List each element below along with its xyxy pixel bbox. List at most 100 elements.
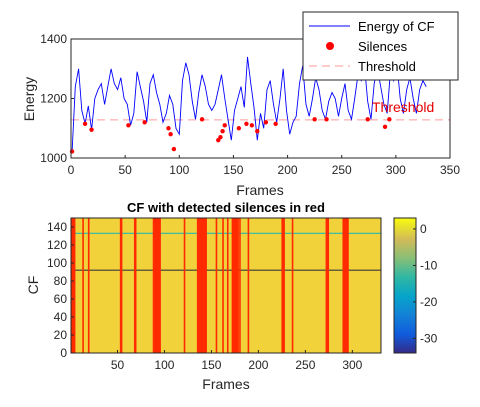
silence-band: [237, 218, 239, 353]
silence-point: [382, 124, 388, 129]
silence-point: [126, 123, 131, 128]
silence-point: [168, 132, 173, 137]
silence-point: [220, 129, 225, 134]
silence-band: [291, 218, 294, 353]
silence-band: [345, 218, 347, 353]
silence-point: [263, 120, 269, 125]
x-tick-label: 150: [223, 163, 243, 177]
silence-band: [283, 218, 285, 353]
silence-point: [89, 127, 94, 132]
colorbar-gradient: [393, 217, 417, 354]
silence-point: [166, 126, 171, 131]
silence-band: [282, 218, 284, 353]
silence-band: [120, 218, 123, 353]
y-tick-label: 1400: [40, 32, 67, 46]
silence-band: [152, 218, 155, 353]
legend-label-silences: Silences: [358, 39, 408, 54]
silence-band: [155, 218, 158, 353]
heatmap-frame: [70, 217, 382, 354]
silence-band: [239, 218, 241, 353]
silence-band: [327, 218, 330, 353]
silence-point: [365, 117, 370, 122]
silence-point: [82, 121, 88, 126]
silence-band: [202, 218, 205, 353]
energy-legend: Energy of CF Silences Threshold: [302, 11, 459, 81]
silence-band: [73, 218, 76, 353]
silence-band: [201, 218, 204, 353]
silence-band: [134, 218, 137, 353]
silence-band: [235, 218, 237, 353]
silence-band: [247, 218, 250, 353]
legend-label-energy: Energy of CF: [358, 19, 435, 34]
silence-band: [72, 218, 75, 353]
x-tick-label: 200: [278, 163, 298, 177]
silence-band: [133, 218, 136, 353]
silence-band: [232, 218, 235, 353]
x-tick-label: 150: [201, 358, 221, 372]
x-tick-label: 0: [68, 163, 75, 177]
silence-point: [249, 123, 255, 128]
silence-point: [222, 123, 227, 128]
silence-band: [199, 218, 202, 353]
y-tick-label: 0: [60, 346, 67, 360]
silence-point: [312, 117, 317, 122]
legend-label-threshold: Threshold: [358, 59, 416, 74]
silence-band: [153, 218, 156, 353]
silence-band: [158, 218, 160, 353]
x-tick-label: 300: [342, 358, 362, 372]
heatmap-title: CF with detected silences in red: [127, 200, 325, 215]
silence-band: [343, 218, 346, 353]
colorbar-tick-label: -10: [420, 258, 438, 272]
energy-chart: Threshold 0 50 100 150 200 250 300 350 1000 1200…: [21, 11, 460, 198]
heatmap-background: [71, 218, 381, 353]
y-tick-label: 140: [47, 220, 67, 234]
y-tick-label: 1200: [40, 92, 67, 106]
silence-band: [342, 218, 345, 353]
y-tick-label: 20: [54, 328, 68, 342]
silence-band: [196, 218, 199, 353]
silence-point: [324, 117, 329, 122]
silence-band: [71, 218, 74, 353]
silence-band: [87, 218, 90, 353]
silence-band: [204, 218, 206, 353]
silence-band: [233, 218, 236, 353]
silence-point: [218, 134, 223, 140]
silence-band: [71, 218, 73, 353]
threshold-annotation: Threshold: [372, 99, 434, 115]
x-tick-label: 100: [154, 358, 174, 372]
cf-heatmap-chart: CF with detected silences in red 50 100 15…: [25, 200, 438, 392]
silence-band: [231, 218, 234, 353]
silence-band: [281, 218, 284, 353]
silence-point: [171, 146, 177, 152]
x-tick-label: 300: [386, 163, 406, 177]
silence-band: [197, 218, 200, 353]
silence-band: [157, 218, 160, 353]
silence-band: [222, 218, 224, 353]
energy-x-axis-label: Frames: [236, 182, 283, 198]
silence-band: [346, 218, 348, 353]
y-tick-label: 1000: [40, 151, 67, 165]
silence-band: [234, 218, 237, 353]
colorbar-tick-label: -30: [420, 331, 438, 345]
y-tick-label: 40: [54, 310, 68, 324]
y-tick-label: 80: [54, 274, 68, 288]
silence-band: [159, 218, 161, 353]
x-tick-label: 250: [295, 358, 315, 372]
silence-band: [236, 218, 238, 353]
silence-band: [205, 218, 207, 353]
legend-marker-silences: [326, 42, 334, 50]
silence-band: [82, 218, 84, 353]
silence-point: [199, 117, 205, 122]
silence-point: [255, 129, 260, 134]
x-tick-label: 350: [440, 163, 460, 177]
silence-band: [347, 218, 349, 353]
heatmap-x-axis-label: Frames: [202, 376, 249, 392]
silence-band: [183, 218, 186, 353]
colorbar-tick-label: 0: [420, 222, 427, 236]
silence-point: [142, 120, 147, 125]
silence-band: [200, 218, 203, 353]
x-tick-label: 50: [111, 358, 125, 372]
energy-series-line: [71, 56, 427, 152]
x-tick-label: 50: [118, 163, 132, 177]
